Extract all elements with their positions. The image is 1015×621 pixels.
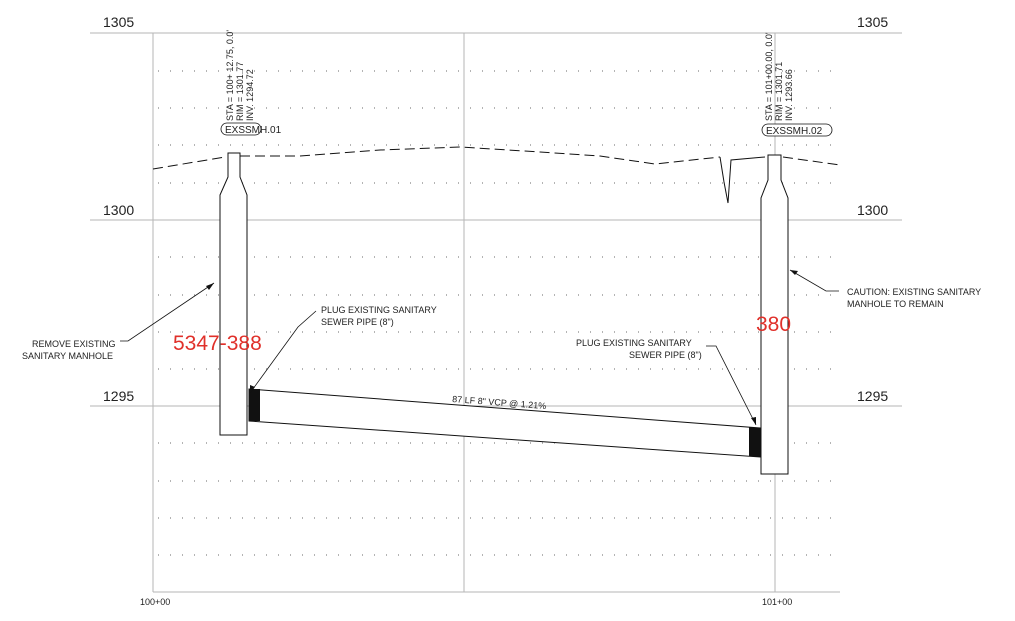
elev-label-1295-left: 1295: [103, 388, 134, 404]
existing-ground-line: [152, 146, 721, 170]
note-caution-line2: MANHOLE TO REMAIN: [847, 299, 944, 309]
leader-lines: [120, 269, 839, 426]
note-plug1-line2: SEWER PIPE (8"): [321, 317, 394, 327]
mh1-inv: INV. 1294.72: [245, 69, 255, 121]
elev-label-1295-right: 1295: [857, 388, 888, 404]
note-remove-line2: SANITARY MANHOLE: [22, 351, 113, 361]
elev-label-1305-right: 1305: [857, 14, 888, 30]
note-caution-line1: CAUTION: EXISTING SANITARY: [847, 287, 981, 297]
mh1-sta: STA = 100+ 12.75, 0.0': [225, 30, 235, 121]
mh1-tag: EXSSMH.01: [225, 125, 282, 136]
pipe-plug-1: [249, 389, 260, 421]
mh1-tag-border: [220, 122, 262, 136]
existing-ground-line-end: [782, 156, 841, 166]
note-plug1-line1: PLUG EXISTING SANITARY: [321, 305, 437, 315]
elev-label-1300-left: 1300: [103, 202, 134, 218]
mh2-tag: EXSSMH.02: [766, 126, 823, 137]
mh2-rim: RIM = 1301.71: [774, 62, 784, 121]
mh2-sta: STA = 101+00.00, 0.0': [764, 32, 774, 121]
manhole-2-outline: [760, 154, 789, 475]
mh2-tag-border: [761, 123, 833, 137]
note-plug2-line2: SEWER PIPE (8"): [629, 350, 702, 360]
elev-label-1300-right: 1300: [857, 202, 888, 218]
station-label-start: 100+00: [140, 597, 170, 607]
dotted-grid: [158, 70, 840, 556]
leader-arrowheads: [206, 270, 798, 425]
note-plug2-line1: PLUG EXISTING SANITARY: [576, 338, 692, 348]
mh1-rim: RIM = 1301.77: [235, 62, 245, 121]
manhole-1-outline: [219, 152, 248, 436]
mh2-red-label: 380: [756, 313, 791, 336]
mh2-inv: INV. 1293.66: [784, 69, 794, 121]
pipe-plug-2: [749, 427, 760, 457]
mh1-red-label: 5347-388: [173, 332, 262, 355]
existing-ground-dip: [719, 156, 766, 204]
note-remove-line1: REMOVE EXISTING: [32, 339, 116, 349]
elev-label-1305-left: 1305: [103, 14, 134, 30]
station-label-end: 101+00: [762, 597, 792, 607]
